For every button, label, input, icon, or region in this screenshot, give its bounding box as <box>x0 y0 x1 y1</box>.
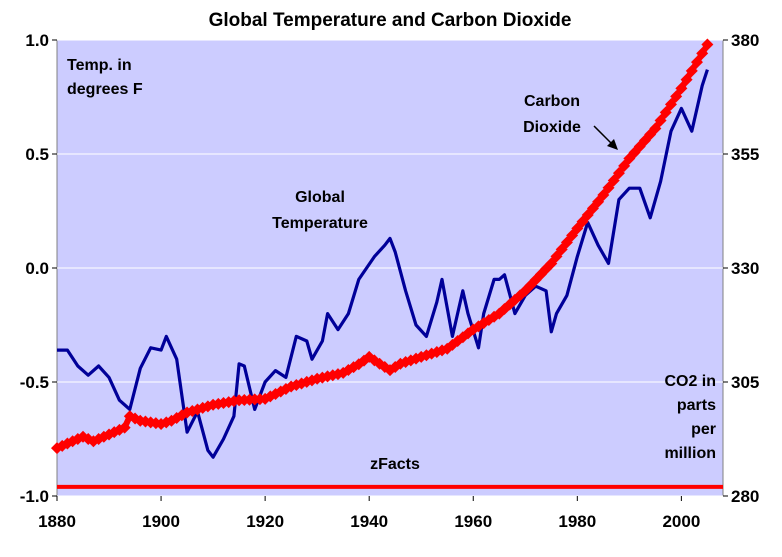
co2-point <box>659 106 672 119</box>
co2-point <box>607 174 620 187</box>
co2-point <box>670 90 683 103</box>
co2-point <box>618 159 631 172</box>
co2-point <box>690 56 703 69</box>
co2-point <box>555 243 568 256</box>
right-axis-label: per <box>691 421 716 438</box>
x-tick-label: 2000 <box>662 512 700 531</box>
co2-label: Dioxide <box>523 119 581 136</box>
co2-point <box>602 181 615 194</box>
right-axis-label: parts <box>677 397 716 414</box>
co2-point <box>675 82 688 95</box>
co2-point <box>550 250 563 263</box>
chart-title: Global Temperature and Carbon Dioxide <box>209 10 572 31</box>
y-right-tick-label: 355 <box>731 145 759 164</box>
left-axis-label: degrees F <box>67 81 143 98</box>
y-left-tick-label: 1.0 <box>25 31 49 50</box>
watermark: zFacts <box>370 456 420 473</box>
co2-point <box>664 98 677 111</box>
temperature-label: Global <box>295 189 345 206</box>
right-axis-label: CO2 in <box>664 373 716 390</box>
left-axis-label: Temp. in <box>67 57 132 74</box>
y-right-tick-label: 305 <box>731 373 759 392</box>
co2-point <box>545 257 558 270</box>
x-tick-label: 1960 <box>454 512 492 531</box>
x-axis: 1880 1900 1920 1940 1960 1980 2000 <box>38 496 700 531</box>
right-axis-label: million <box>664 445 716 462</box>
y-right-tick-label: 330 <box>731 259 759 278</box>
co2-arrowhead <box>607 139 618 150</box>
co2-point <box>560 236 573 249</box>
y-axis-left: 1.0 0.5 0.0 -0.5 -1.0 <box>20 31 57 506</box>
co2-label: Carbon <box>524 93 580 110</box>
co2-point <box>654 114 667 127</box>
y-left-tick-label: 0.0 <box>25 259 49 278</box>
y-axis-right: 380 355 330 305 280 <box>723 31 759 506</box>
x-tick-label: 1940 <box>350 512 388 531</box>
co2-point <box>118 421 131 434</box>
annotations: Temp. in degrees F CO2 in parts per million Gl… <box>67 57 716 473</box>
co2-point <box>566 229 579 242</box>
temperature-label: Temperature <box>272 215 368 232</box>
co2-point <box>680 73 693 86</box>
y-left-tick-label: -1.0 <box>20 487 49 506</box>
temperature-line <box>57 69 709 459</box>
x-tick-label: 1920 <box>246 512 284 531</box>
series-group <box>51 38 723 489</box>
y-left-tick-label: -0.5 <box>20 373 49 392</box>
co2-point <box>649 122 662 135</box>
y-right-tick-label: 380 <box>731 31 759 50</box>
co2-point <box>685 64 698 77</box>
co2-point <box>612 167 625 180</box>
x-tick-label: 1880 <box>38 512 76 531</box>
x-tick-label: 1900 <box>142 512 180 531</box>
y-left-tick-label: 0.5 <box>25 145 49 164</box>
co2-markers <box>51 38 714 455</box>
x-tick-label: 1980 <box>558 512 596 531</box>
y-right-tick-label: 280 <box>731 487 759 506</box>
co2-point <box>597 189 610 202</box>
co2-point <box>696 47 709 60</box>
co2-point <box>701 38 714 51</box>
gridlines <box>57 39 723 497</box>
